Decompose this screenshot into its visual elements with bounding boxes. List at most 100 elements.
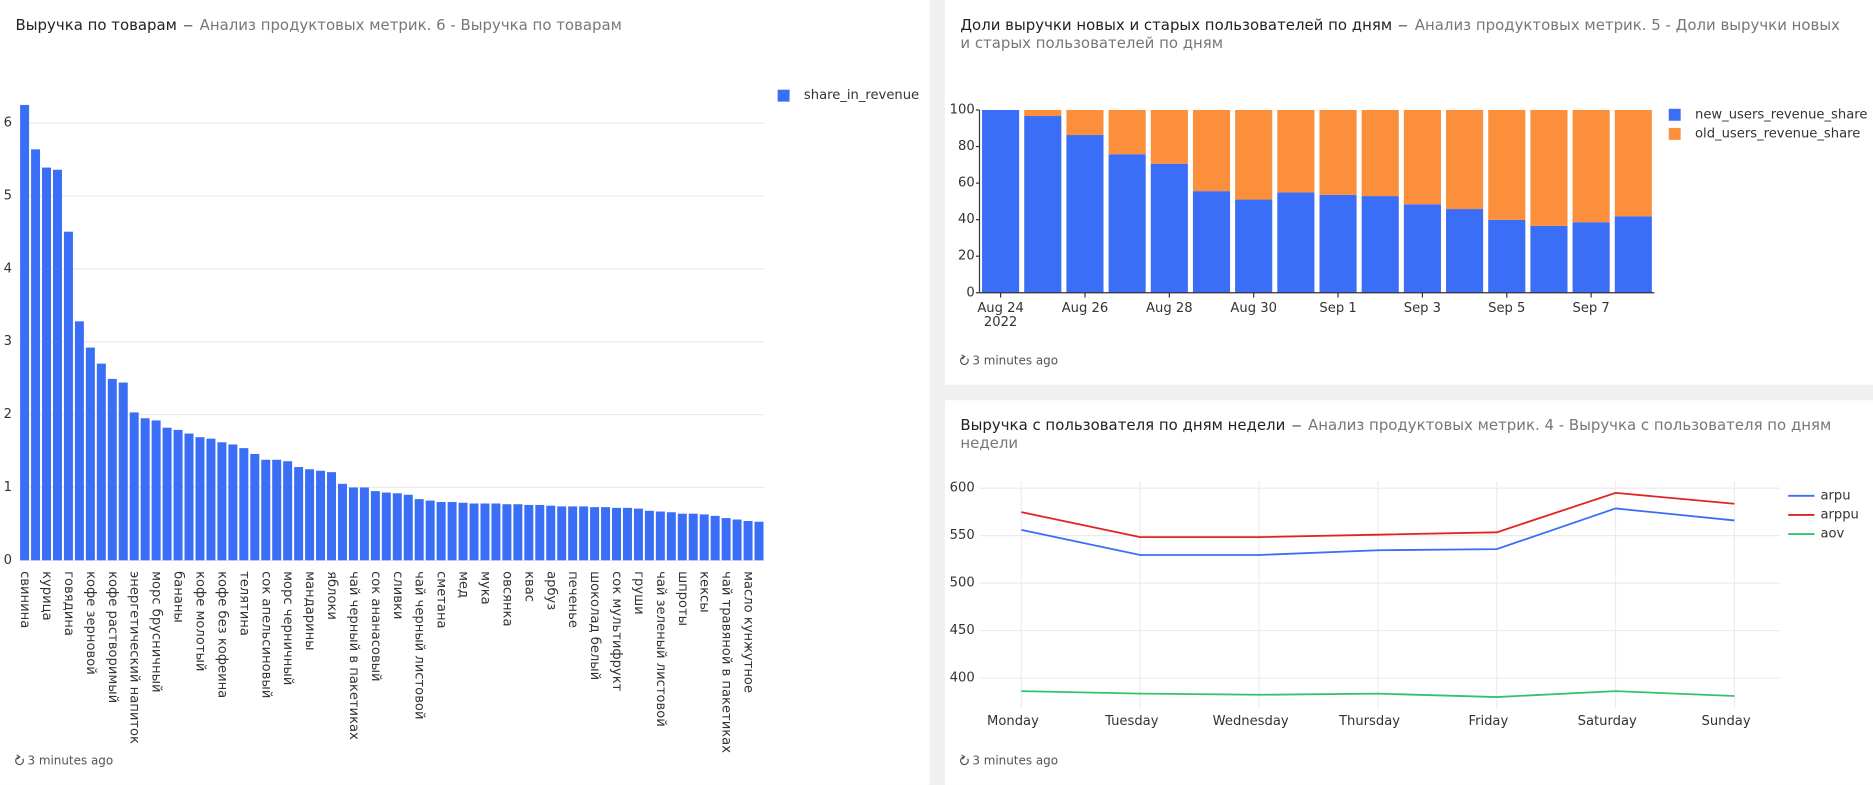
bar (655, 511, 665, 561)
legend-label: aov (1820, 527, 1844, 542)
line (1021, 507, 1735, 556)
bar (1614, 109, 1652, 217)
x-tick-label: сметана (434, 571, 449, 629)
x-tick-label: Tuesday (1104, 714, 1159, 729)
bar (546, 505, 556, 561)
x-tick-label: Wednesday (1213, 714, 1289, 729)
y-tick-label: 500 (950, 576, 975, 591)
bar (1361, 196, 1399, 293)
bar (1446, 209, 1484, 293)
y-tick-label: 1 (4, 480, 12, 495)
bar (305, 469, 315, 561)
bar (743, 520, 753, 561)
x-tick-label: масло кунжутное (741, 571, 756, 693)
x-tick-label: мандарины (302, 571, 317, 650)
title-box: Доли выручки новых и старых пользователе… (960, 15, 1840, 52)
bar (982, 109, 1020, 293)
card (944, 400, 1873, 785)
legend-swatch (777, 89, 790, 102)
bar (217, 442, 227, 561)
bar (579, 506, 589, 561)
bar (239, 448, 249, 561)
bar (1150, 163, 1188, 293)
bar (1403, 204, 1441, 293)
bar (140, 418, 150, 561)
bar (1446, 109, 1484, 210)
title-box: Выручка по товарам Анализ продуктовых мет… (16, 16, 898, 34)
bar (622, 507, 632, 561)
bar (590, 507, 600, 561)
x-tick-label: морс брусничный (149, 571, 164, 692)
bar (1192, 109, 1231, 192)
y-tick-label: 0 (4, 553, 12, 568)
legend-label: share_in_revenue (804, 88, 919, 103)
bar (206, 438, 216, 561)
bar (469, 503, 479, 561)
y-tick-label: 2 (4, 407, 12, 422)
title: Выручка по товарам Анализ продуктовых мет… (16, 16, 898, 34)
refresh-icon-arrow (16, 754, 21, 760)
bar (370, 491, 380, 561)
x-tick-label: кофе растворимый (105, 571, 120, 703)
x-tick-label: Aug 24 (977, 301, 1024, 316)
x-tick-label: чай черный в пакетиках (346, 571, 361, 740)
bar (688, 513, 698, 561)
x-tick-label: Saturday (1578, 714, 1637, 729)
bar (85, 347, 95, 561)
x-tick-label: Sep 1 (1319, 301, 1356, 316)
y-tick-label: 6 (4, 116, 12, 131)
x-tick-label: Aug 28 (1146, 301, 1193, 316)
bar (403, 494, 413, 561)
x-tick-label: чай зеленый листовой (653, 571, 668, 727)
bar (52, 169, 62, 561)
bar (732, 519, 742, 561)
x-tick-label: телятина (236, 571, 251, 636)
bar (612, 507, 622, 561)
legend-label: arpu (1820, 488, 1850, 503)
chart-title: Выручка с пользователя по дням недели (960, 415, 1286, 434)
x-tick-label: овсянка (499, 571, 514, 626)
x-tick-label: бананы (171, 571, 186, 623)
bar (447, 502, 457, 561)
bar (118, 382, 128, 561)
x-tick-label: арбуз (543, 571, 558, 610)
bar (63, 231, 73, 561)
y-tick-label: 20 (958, 249, 975, 264)
legend-label: new_users_revenue_share (1695, 107, 1867, 122)
bar (392, 493, 402, 561)
bar (1488, 109, 1526, 220)
bar (1572, 109, 1610, 223)
bar (1066, 135, 1104, 293)
x-tick-label: кофе молотый (192, 571, 207, 671)
legend-swatch (1668, 108, 1681, 121)
bar (129, 412, 139, 561)
chart-title: Доли выручки новых и старых пользователе… (960, 15, 1393, 34)
line (1021, 491, 1735, 539)
bar (162, 427, 172, 561)
x-tick-label: груши (631, 571, 646, 615)
y-tick-label: 0 (966, 285, 974, 300)
bar (74, 321, 84, 561)
x-tick-label: Sep 5 (1488, 301, 1525, 316)
x-tick-label: свинина (17, 571, 32, 628)
bar (316, 470, 326, 561)
bar (425, 500, 435, 561)
x-tick-label: Monday (987, 714, 1039, 729)
y-tick-label: 80 (958, 139, 975, 154)
updated: 3 minutes ago (972, 353, 1058, 367)
bar (31, 149, 41, 561)
bar (151, 420, 161, 561)
x-tick-label: сок ананасовый (368, 571, 383, 682)
x-tick-label: яблоки (324, 571, 339, 620)
bar (195, 437, 205, 561)
bar (1488, 219, 1526, 293)
refresh-icon (15, 756, 24, 766)
bar (480, 503, 490, 561)
y-tick-label: 550 (950, 528, 975, 543)
bar (1530, 109, 1568, 226)
bar (436, 502, 446, 561)
x-tick-label: Sunday (1702, 714, 1751, 729)
bar (1108, 109, 1146, 155)
